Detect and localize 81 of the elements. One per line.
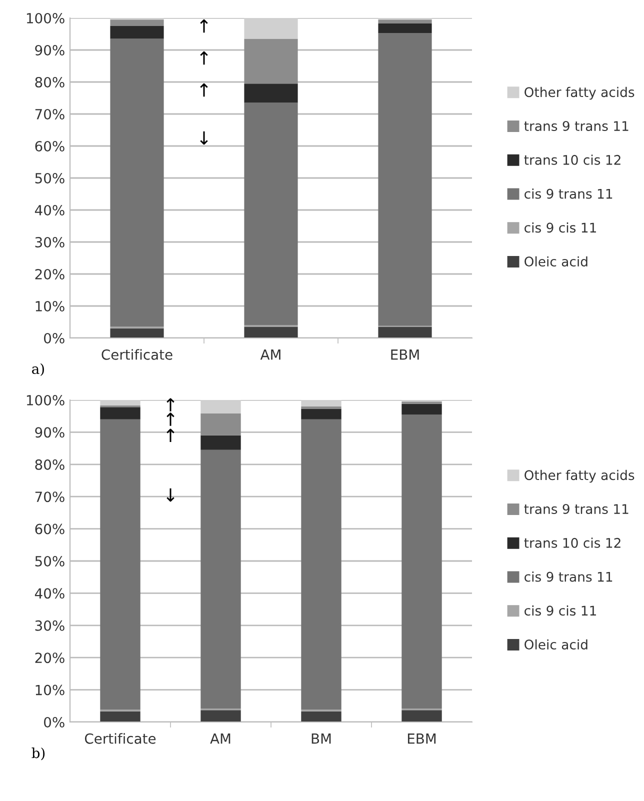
bar [110,38,164,327]
bar [402,414,442,708]
legend-label: Oleic acid [524,639,588,650]
bar [200,414,241,436]
legend-label: cis 9 trans 11 [524,572,612,582]
y-tick-label: 100% [26,12,64,24]
y-tick-label: 20% [35,652,64,664]
bar [100,419,140,710]
y-tick-label: 70% [35,108,64,120]
legend-label: Other fatty acids [524,86,634,100]
y-tick-label: 0% [44,332,64,344]
y-tick-label: 60% [35,140,64,152]
y-tick-label: 80% [35,76,64,88]
bar [244,102,298,326]
annotation: ↑ [200,83,208,97]
annotation: ↑ [200,19,208,33]
bar [402,404,442,414]
legend-label: trans 9 trans 11 [524,504,628,514]
y-tick-label: 70% [35,492,64,502]
bar [378,326,432,338]
bar [244,18,298,39]
bar [402,710,442,722]
y-tick-label: 40% [34,588,64,599]
legend-label: Other fatty acids [524,470,634,483]
legend-label: cis 9 cis 11 [524,605,596,616]
y-tick-label: 50% [35,556,64,566]
bar [301,408,342,420]
bar [100,400,140,406]
x-tick-label: EBM [408,734,436,744]
legend-label: trans 10 cis 12 [524,538,620,548]
text: a) [32,363,44,376]
bar [301,419,342,710]
x-tick-label: AM [210,734,230,744]
y-tick-label: 60% [35,524,64,534]
y-tick-label: 0% [44,716,64,728]
legend-label: trans 9 trans 11 [524,121,628,132]
bar [244,38,298,84]
legend-label: cis 9 cis 11 [524,222,596,233]
y-tick-label: 50% [35,172,64,184]
y-tick-label: 30% [35,620,64,631]
bar [378,20,432,24]
bar [110,26,164,39]
y-tick-label: 100% [26,394,64,406]
x-tick-label: BM [312,734,331,744]
legend-label: cis 9 trans 11 [524,188,612,199]
y-tick-label: 10% [36,684,64,696]
bar [200,450,241,708]
bar [244,326,298,338]
bar [100,711,140,722]
y-tick-label: 40% [34,204,64,216]
bar [301,711,342,722]
bar [301,400,342,406]
bar [244,84,298,103]
annotation: ↑ [166,412,174,426]
x-tick-label: Certificate [84,733,156,744]
annotation: ↑ [166,398,174,412]
y-tick-label: 90% [35,44,64,56]
bar [378,33,432,326]
legend-label: Oleic acid [524,256,588,267]
annotation: ↓ [166,488,174,502]
y-tick-label: 20% [35,268,64,280]
bar [200,435,241,450]
y-tick-label: 80% [35,459,64,470]
y-tick-label: 10% [36,300,64,312]
y-tick-label: 90% [35,427,64,438]
annotation: ↓ [200,131,208,145]
legend-label: trans 10 cis 12 [524,154,620,165]
bar [301,406,342,409]
bar [200,400,241,414]
x-tick-label: AM [260,350,280,360]
annotation: ↑ [166,428,174,442]
x-tick-label: EBM [391,350,419,360]
bar [378,23,432,34]
annotation: ↑ [200,51,208,65]
text: b) [32,747,45,760]
x-tick-label: Certificate [102,349,172,360]
bar [110,20,164,26]
bar [200,710,241,722]
bar [110,328,164,338]
bar [100,407,140,420]
y-tick-label: 30% [35,236,64,248]
